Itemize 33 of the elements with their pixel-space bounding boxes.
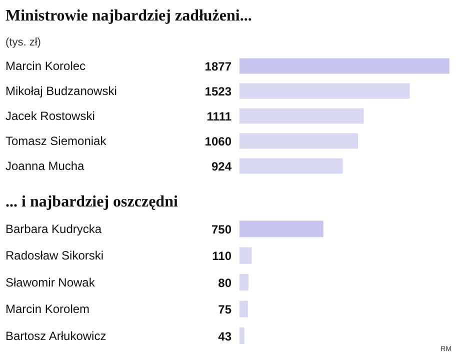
y-tick-label: Barbara Kudrycka: [6, 222, 102, 236]
y-tick-label: Tomasz Siemoniak: [6, 134, 108, 148]
y-tick-label: Sławomir Nowak: [6, 275, 96, 290]
data-label: 1111: [206, 110, 232, 124]
text: (tys. zł): [6, 36, 41, 48]
data-label: 1877: [204, 60, 232, 74]
bar: [240, 158, 343, 174]
bar: [240, 300, 248, 318]
bar: [240, 133, 358, 149]
data-label: 750: [211, 222, 232, 236]
bar: [240, 220, 324, 238]
data-label: 75: [218, 302, 232, 317]
bar: [240, 327, 244, 344]
y-tick-label: Mikołaj Budzanowski: [6, 84, 117, 98]
data-label: 1060: [204, 134, 232, 148]
y-tick-label: Jacek Rostowski: [6, 109, 95, 123]
bar: [240, 247, 252, 264]
data-label: 43: [218, 329, 232, 344]
bar: [240, 58, 450, 74]
y-tick-label: Marcin Korolec: [6, 59, 86, 73]
data-label: 1523: [204, 84, 232, 98]
bar: [240, 83, 410, 99]
bar: [240, 108, 364, 124]
data-label: 80: [218, 276, 232, 290]
data-label: 924: [211, 160, 232, 174]
y-tick-label: Marcin Korolem: [6, 302, 90, 316]
y-tick-label: Bartosz Arłukowicz: [6, 328, 106, 343]
bar: [240, 274, 248, 291]
chart-title: Ministrowie najbardziej zadłużeni...: [6, 8, 252, 24]
y-tick-label: Joanna Mucha: [6, 159, 85, 173]
y-tick-label: Radosław Sikorski: [6, 248, 104, 263]
data-label: 110: [212, 249, 232, 264]
text: ... i najbardziej oszczędni: [6, 194, 178, 210]
